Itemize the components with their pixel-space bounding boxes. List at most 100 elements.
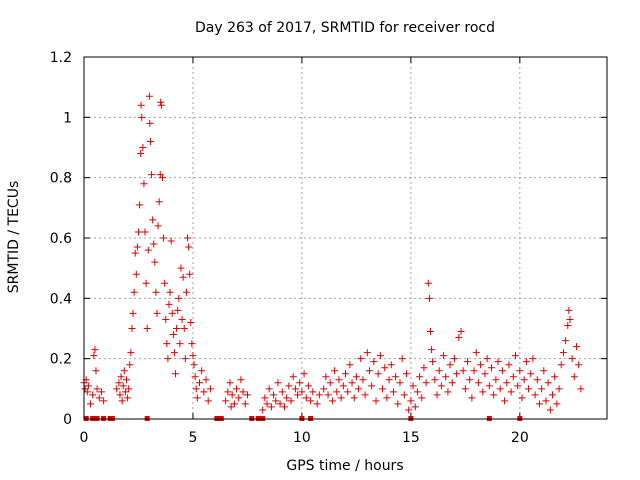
data-point <box>557 361 565 369</box>
x-axis-label: GPS time / hours <box>286 458 403 474</box>
data-point <box>333 388 341 396</box>
data-point <box>145 92 153 100</box>
data-point <box>188 340 196 348</box>
data-point <box>206 385 214 393</box>
y-axis-label: SRMTID / TECUs <box>6 181 22 294</box>
data-point <box>160 234 168 242</box>
data-point <box>418 394 426 402</box>
data-point <box>91 346 99 354</box>
data-point <box>222 397 230 405</box>
data-point <box>274 379 282 387</box>
data-point <box>280 403 288 411</box>
y-tick-label: 0.2 <box>50 352 72 368</box>
data-point <box>437 382 445 390</box>
data-point <box>446 361 454 369</box>
data-point <box>359 376 367 384</box>
data-point <box>501 397 509 405</box>
data-point <box>416 373 424 381</box>
data-point <box>116 391 124 399</box>
data-point <box>538 385 546 393</box>
data-point <box>429 358 437 366</box>
y-tick-label: 0.4 <box>50 291 72 307</box>
data-point <box>170 349 178 357</box>
data-point <box>181 355 189 363</box>
data-point <box>361 391 369 399</box>
data-point <box>426 328 434 336</box>
data-point <box>566 315 574 323</box>
data-point <box>272 397 280 405</box>
data-point <box>97 388 105 396</box>
data-point <box>466 376 474 384</box>
data-point <box>335 376 343 384</box>
data-point <box>407 397 415 405</box>
data-point <box>490 391 498 399</box>
data-point <box>153 309 161 317</box>
data-point <box>344 388 352 396</box>
data-point <box>300 370 308 378</box>
data-point <box>226 379 234 387</box>
chart-title: Day 263 of 2017, SRMTID for receiver roc… <box>195 20 495 36</box>
data-point <box>178 315 186 323</box>
data-point <box>529 355 537 363</box>
data-point <box>352 373 360 381</box>
data-point <box>137 101 145 109</box>
data-point <box>95 394 103 402</box>
data-point <box>522 358 530 366</box>
data-point <box>122 376 130 384</box>
data-point <box>551 373 559 381</box>
data-point <box>175 294 183 302</box>
data-point <box>470 367 478 375</box>
data-point <box>431 376 439 384</box>
axis-ticks: 0 0.2 0.4 0.6 0.8 1 1.2 0 5 10 15 20 <box>50 50 607 446</box>
data-point <box>169 331 177 339</box>
data-point <box>514 382 522 390</box>
data-point <box>339 382 347 390</box>
data-point <box>337 394 345 402</box>
data-point <box>535 400 543 408</box>
data-point <box>195 379 203 387</box>
data-point <box>546 406 554 414</box>
data-point <box>442 373 450 381</box>
data-point <box>562 337 570 345</box>
data-point <box>166 288 174 296</box>
data-point <box>448 379 456 387</box>
data-point <box>455 334 463 342</box>
data-points <box>80 92 585 421</box>
data-point <box>498 367 506 375</box>
data-point <box>162 315 170 323</box>
data-point <box>424 279 432 287</box>
data-point <box>138 113 146 121</box>
data-point <box>444 388 452 396</box>
data-point <box>326 379 334 387</box>
data-point <box>119 382 127 390</box>
data-point <box>577 385 585 393</box>
data-point <box>425 294 433 302</box>
data-point <box>525 385 533 393</box>
data-point <box>151 258 159 266</box>
data-point <box>555 385 563 393</box>
data-point <box>173 325 181 332</box>
data-point <box>200 388 208 396</box>
data-point <box>161 279 169 287</box>
data-point <box>134 228 142 236</box>
data-point <box>133 243 141 251</box>
data-point <box>374 370 382 378</box>
data-point <box>182 288 190 296</box>
data-point <box>228 391 236 399</box>
data-point <box>193 394 201 402</box>
data-point <box>433 391 441 399</box>
data-point <box>146 119 154 127</box>
data-point <box>100 397 108 405</box>
data-point <box>184 234 192 242</box>
data-point <box>270 391 278 399</box>
y-tick-label: 1.2 <box>50 50 72 66</box>
data-point <box>115 379 123 387</box>
data-point <box>127 349 135 357</box>
data-point <box>542 397 550 405</box>
data-point <box>285 382 293 390</box>
data-point <box>483 355 491 363</box>
data-point <box>126 361 134 369</box>
data-point <box>342 370 349 378</box>
plot-area-frame <box>83 56 608 420</box>
data-point <box>411 403 419 411</box>
